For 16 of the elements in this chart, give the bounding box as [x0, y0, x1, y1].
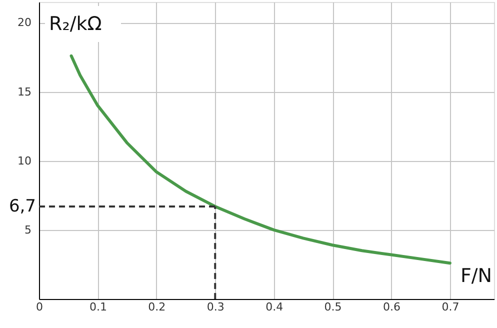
x-tick-label: 0.1: [89, 300, 107, 314]
y-axis-title: R₂/kΩ: [49, 13, 102, 35]
x-tick-label: 0.6: [383, 300, 401, 314]
y-tick-label: 5: [24, 223, 32, 236]
x-tick-label: 0.7: [442, 300, 460, 314]
y-tick-label: 15: [18, 85, 32, 98]
y-tick-label: 10: [18, 154, 32, 168]
x-tick-label: 0.3: [206, 300, 224, 314]
x-axis-title: F/N: [460, 265, 492, 287]
y-tick-label: 20: [18, 16, 32, 30]
ref-line-label: 6,7: [8, 196, 36, 216]
x-tick-label: 0.4: [266, 300, 284, 314]
x-tick-label: 0: [36, 300, 43, 314]
x-tick-label: 0.2: [148, 300, 166, 314]
line-series: [70, 54, 452, 265]
x-tick-label: 0.5: [324, 300, 342, 314]
